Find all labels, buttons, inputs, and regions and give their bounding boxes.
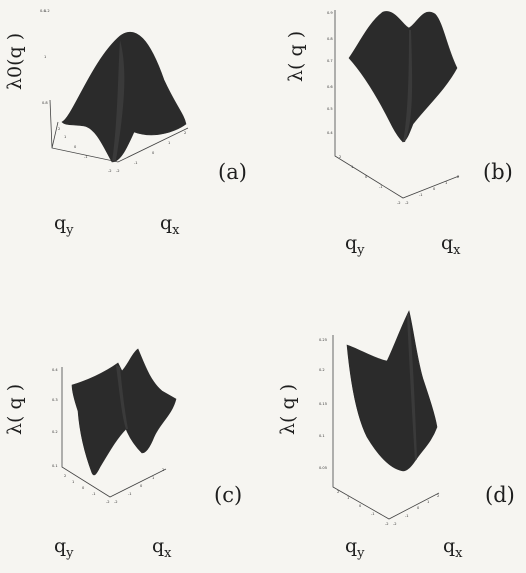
qx-tick-d-0: -2 bbox=[393, 522, 397, 526]
qx-tick-c-4: 2 bbox=[162, 468, 164, 472]
y-axis-label-c: λ( q ) bbox=[4, 383, 26, 435]
z-tick-b-3: 0.6 bbox=[327, 85, 333, 89]
qy-label-d: qy bbox=[345, 535, 365, 561]
qy-tick-a-1: 1 bbox=[64, 135, 66, 139]
surface-plot-b: 0.9 0.8 0.7 0.6 0.5 0.4 2 1 0 -1 -2 -2 -… bbox=[327, 10, 459, 205]
qy-tick-c-0: 2 bbox=[64, 474, 66, 478]
z-tick-c-3: 0.1 bbox=[52, 464, 58, 468]
y-axis-label-d: λ( q ) bbox=[277, 383, 299, 435]
qx-tick-d-1: -1 bbox=[405, 514, 409, 518]
qx-tick-c-3: 1 bbox=[152, 476, 154, 480]
qx-tick-a-1: -1 bbox=[134, 161, 138, 165]
qy-tick-a-4: -2 bbox=[108, 169, 112, 173]
qx-tick-a-0: -2 bbox=[116, 169, 120, 173]
z-tick-d-4: 0.05 bbox=[319, 466, 327, 470]
qx-tick-b-4: 2 bbox=[457, 175, 459, 179]
qx-tick-a-4: 2 bbox=[184, 131, 186, 135]
panel-letter-d: (d) bbox=[485, 483, 515, 507]
qx-tick-c-2: 0 bbox=[140, 484, 143, 488]
qx-tick-b-0: -2 bbox=[405, 201, 409, 205]
figure-panel-d: 0.25 0.2 0.15 0.1 0.05 2 1 0 -1 -2 -2 -1… bbox=[263, 287, 526, 573]
y-axis-label-b: λ( q ) bbox=[285, 30, 307, 82]
surface-b bbox=[348, 11, 458, 143]
panel-letter-b: (b) bbox=[483, 160, 513, 184]
z-tick-d-2: 0.15 bbox=[319, 402, 327, 406]
qy-tick-d-3: -1 bbox=[371, 512, 375, 516]
qy-tick-c-3: -1 bbox=[92, 492, 96, 496]
qy-tick-b-2: 0 bbox=[365, 175, 368, 179]
figure-panel-c: 0.4 0.3 0.2 0.1 2 1 0 -1 -2 -2 -1 0 1 2 … bbox=[0, 287, 263, 573]
panel-letter-c: (c) bbox=[214, 483, 243, 507]
qy-tick-c-2: 0 bbox=[82, 486, 85, 490]
qx-tick-b-1: -1 bbox=[419, 193, 423, 197]
qx-tick-d-2: 0 bbox=[417, 506, 420, 510]
qy-tick-d-0: 2 bbox=[337, 490, 339, 494]
figure-panel-a: 0.4 1.2 1 0.8 2 1 0 -1 -2 -2 -1 0 1 2 λ0… bbox=[0, 0, 263, 286]
qx-tick-b-3: 1 bbox=[445, 181, 447, 185]
z-tick-b-2: 0.7 bbox=[327, 59, 333, 63]
panel-letter-a: (a) bbox=[218, 160, 247, 184]
surface-d bbox=[346, 310, 438, 472]
surface-plot-d: 0.25 0.2 0.15 0.1 0.05 2 1 0 -1 -2 -2 -1… bbox=[319, 310, 439, 526]
z-tick-b-1: 0.8 bbox=[327, 37, 333, 41]
qy-tick-a-3: -1 bbox=[84, 155, 88, 159]
qx-label-c: qx bbox=[152, 535, 172, 561]
qy-tick-b-1: 1 bbox=[351, 165, 353, 169]
qy-label-b: qy bbox=[345, 232, 365, 258]
qx-tick-c-1: -1 bbox=[128, 492, 132, 496]
qy-tick-d-2: 0 bbox=[359, 504, 362, 508]
qx-tick-d-4: 2 bbox=[437, 494, 439, 498]
qy-label-a: qy bbox=[54, 212, 74, 238]
z-tick-c-2: 0.2 bbox=[52, 430, 58, 434]
z-tick-d-3: 0.1 bbox=[319, 434, 325, 438]
z-tick-c-0: 0.4 bbox=[52, 368, 58, 372]
qy-tick-a-2: 0 bbox=[74, 145, 77, 149]
qy-tick-b-4: -2 bbox=[397, 201, 401, 205]
qy-label-c: qy bbox=[54, 535, 74, 561]
z-tick-a-top: 1.2 bbox=[44, 9, 50, 13]
qx-tick-c-0: -2 bbox=[114, 500, 118, 504]
figure-panel-b: 0.9 0.8 0.7 0.6 0.5 0.4 2 1 0 -1 -2 -2 -… bbox=[263, 0, 526, 286]
qx-label-a: qx bbox=[160, 212, 180, 238]
qx-tick-a-3: 1 bbox=[168, 141, 170, 145]
qy-tick-b-0: 2 bbox=[339, 155, 341, 159]
surface-a bbox=[61, 31, 187, 163]
z-tick-d-1: 0.2 bbox=[319, 368, 325, 372]
z-tick-b-5: 0.4 bbox=[327, 131, 333, 135]
z-tick-b-4: 0.5 bbox=[327, 107, 333, 111]
z-tick-b-0: 0.9 bbox=[327, 11, 333, 15]
qx-label-d: qx bbox=[443, 535, 463, 561]
qy-tick-a-0: 2 bbox=[58, 127, 60, 131]
qx-tick-d-3: 1 bbox=[427, 500, 429, 504]
surface-plot-a: 0.4 1.2 1 0.8 2 1 0 -1 -2 -2 -1 0 1 2 bbox=[40, 9, 189, 173]
y-axis-label-a: λ0(q ) bbox=[4, 32, 26, 90]
qy-tick-c-1: 1 bbox=[72, 480, 74, 484]
z-tick-a-mid: 1 bbox=[44, 55, 46, 59]
z-tick-a-low: 0.8 bbox=[42, 101, 48, 105]
qy-tick-d-4: -2 bbox=[385, 522, 389, 526]
z-tick-a-0: 0.4 bbox=[40, 9, 46, 13]
z-tick-c-1: 0.3 bbox=[52, 398, 58, 402]
qx-label-b: qx bbox=[441, 232, 461, 258]
qy-tick-c-4: -2 bbox=[106, 500, 110, 504]
qx-tick-a-2: 0 bbox=[152, 151, 155, 155]
surface-plot-c: 0.4 0.3 0.2 0.1 2 1 0 -1 -2 -2 -1 0 1 2 bbox=[52, 348, 177, 504]
qx-tick-b-2: 0 bbox=[433, 187, 436, 191]
z-tick-d-0: 0.25 bbox=[319, 338, 327, 342]
qy-tick-b-3: -1 bbox=[379, 185, 383, 189]
qy-tick-d-1: 1 bbox=[347, 496, 349, 500]
